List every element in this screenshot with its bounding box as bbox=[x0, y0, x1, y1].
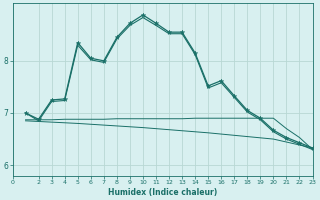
X-axis label: Humidex (Indice chaleur): Humidex (Indice chaleur) bbox=[108, 188, 217, 197]
